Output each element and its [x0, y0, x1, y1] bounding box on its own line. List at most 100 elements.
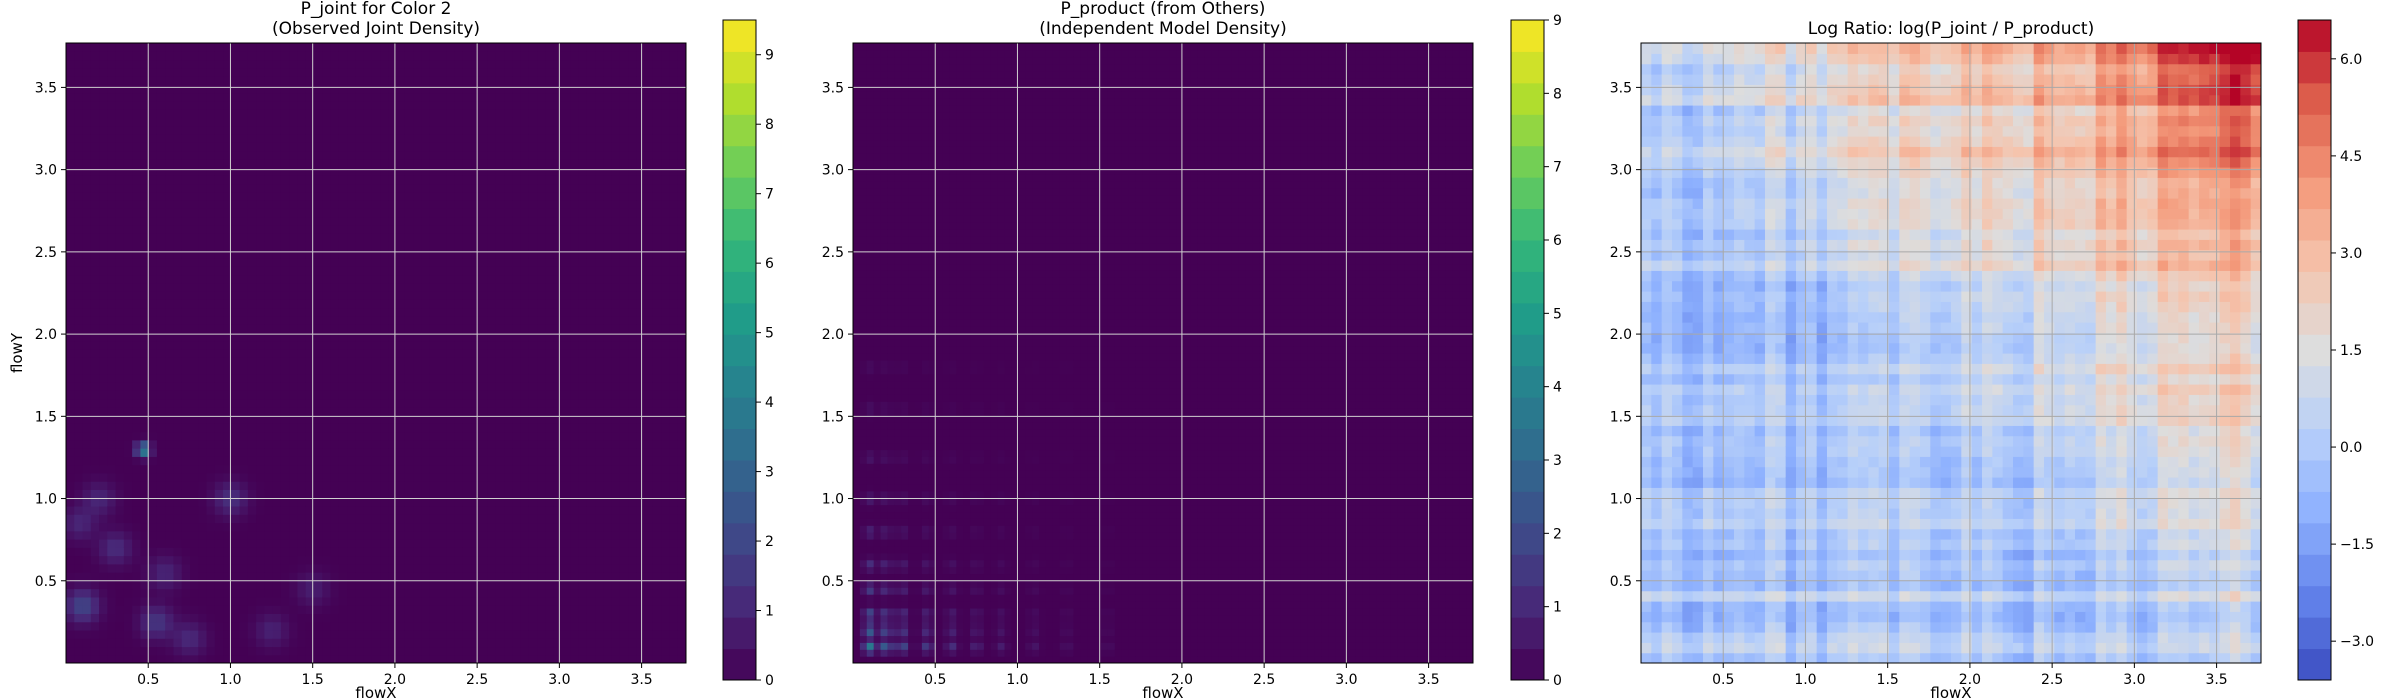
heatmap-cell: [156, 373, 166, 383]
heatmap-cell: [198, 646, 208, 656]
heatmap-cell: [190, 142, 199, 152]
heatmap-cell: [214, 216, 224, 226]
heatmap-cell: [206, 613, 216, 623]
heatmap-cell: [132, 133, 141, 143]
heatmap-cell: [305, 274, 315, 284]
heatmap-cell: [156, 406, 166, 416]
heatmap-cell: [198, 266, 208, 276]
heatmap-cell: [479, 109, 489, 118]
heatmap-cell: [247, 216, 257, 226]
heatmap-cell: [586, 654, 596, 663]
heatmap-cell: [338, 613, 348, 623]
heatmap-cell: [404, 646, 414, 656]
heatmap-cell: [223, 332, 232, 342]
heatmap-cell: [528, 398, 538, 408]
heatmap-cell: [239, 572, 249, 581]
heatmap-cell: [140, 76, 150, 85]
heatmap-cell: [256, 613, 265, 623]
heatmap-cell: [471, 133, 480, 143]
heatmap-cell: [99, 324, 108, 333]
heatmap-cell: [429, 142, 439, 152]
heatmap-cell: [123, 357, 133, 366]
heatmap-cell: [74, 109, 84, 118]
heatmap-cell: [322, 257, 332, 267]
heatmap-cell: [603, 291, 613, 300]
heatmap-cell: [380, 456, 389, 466]
heatmap-cell: [471, 100, 480, 110]
heatmap-cell: [429, 51, 439, 61]
heatmap-cell: [297, 464, 307, 474]
heatmap-cell: [231, 472, 241, 482]
heatmap-cell: [206, 596, 216, 606]
heatmap-cell: [181, 605, 191, 614]
heatmap-cell: [380, 117, 389, 127]
heatmap-cell: [578, 357, 588, 366]
heatmap-cell: [338, 406, 348, 416]
heatmap-cell: [223, 514, 232, 524]
heatmap-cell: [371, 588, 381, 598]
heatmap-cell: [471, 282, 480, 292]
heatmap-cell: [66, 464, 75, 474]
heatmap-cell: [578, 233, 588, 242]
heatmap-cell: [231, 415, 241, 424]
heatmap-cell: [156, 390, 166, 400]
heatmap-cell: [90, 59, 100, 69]
heatmap-cell: [74, 522, 84, 532]
heatmap-cell: [115, 241, 125, 251]
heatmap-cell: [123, 415, 133, 424]
heatmap-cell: [595, 464, 604, 474]
heatmap-cell: [537, 249, 547, 259]
heatmap-cell: [537, 100, 547, 110]
heatmap-cell: [347, 100, 356, 110]
heatmap-cell: [438, 456, 447, 466]
heatmap-cell: [363, 150, 373, 160]
heatmap-cell: [305, 588, 315, 598]
heatmap-cell: [438, 340, 447, 350]
heatmap-cell: [190, 439, 199, 449]
heatmap-cell: [198, 580, 208, 590]
heatmap-cell: [371, 596, 381, 606]
heatmap-cell: [322, 357, 332, 366]
heatmap-cell: [611, 555, 621, 565]
heatmap-cell: [528, 629, 538, 639]
heatmap-cell: [454, 481, 464, 490]
heatmap-cell: [322, 216, 332, 226]
heatmap-cell: [371, 439, 381, 449]
heatmap-cell: [438, 638, 447, 648]
heatmap-cell: [90, 439, 100, 449]
heatmap-cell: [173, 257, 183, 267]
heatmap-cell: [495, 398, 505, 408]
heatmap-cell: [347, 142, 356, 152]
heatmap-cell: [322, 514, 332, 524]
heatmap-cell: [214, 596, 224, 606]
heatmap-cell: [363, 117, 373, 127]
heatmap-cell: [553, 365, 563, 375]
heatmap-cell: [479, 505, 489, 515]
heatmap-cell: [330, 514, 340, 524]
heatmap-cell: [603, 439, 613, 449]
heatmap-cell: [553, 100, 563, 110]
heatmap-cell: [90, 175, 100, 185]
heatmap-cell: [190, 241, 199, 251]
heatmap-cell: [272, 133, 282, 143]
heatmap-cell: [380, 373, 389, 383]
heatmap-cell: [256, 307, 265, 317]
heatmap-cell: [322, 415, 332, 424]
heatmap-cell: [528, 654, 538, 663]
heatmap-cell: [586, 596, 596, 606]
heatmap-cell: [223, 315, 232, 325]
heatmap-cell: [173, 448, 183, 457]
heatmap-cell: [297, 522, 307, 532]
heatmap-cell: [198, 638, 208, 648]
heatmap-cell: [148, 539, 158, 548]
heatmap-cell: [396, 596, 406, 606]
heatmap-cell: [123, 580, 133, 590]
heatmap-cell: [404, 233, 414, 242]
heatmap-cell: [471, 249, 480, 259]
heatmap-cell: [206, 167, 216, 176]
heatmap-cell: [148, 481, 158, 490]
heatmap-cell: [165, 563, 175, 573]
heatmap-cell: [165, 216, 175, 226]
heatmap-cell: [562, 423, 571, 433]
heatmap-cell: [132, 208, 141, 218]
